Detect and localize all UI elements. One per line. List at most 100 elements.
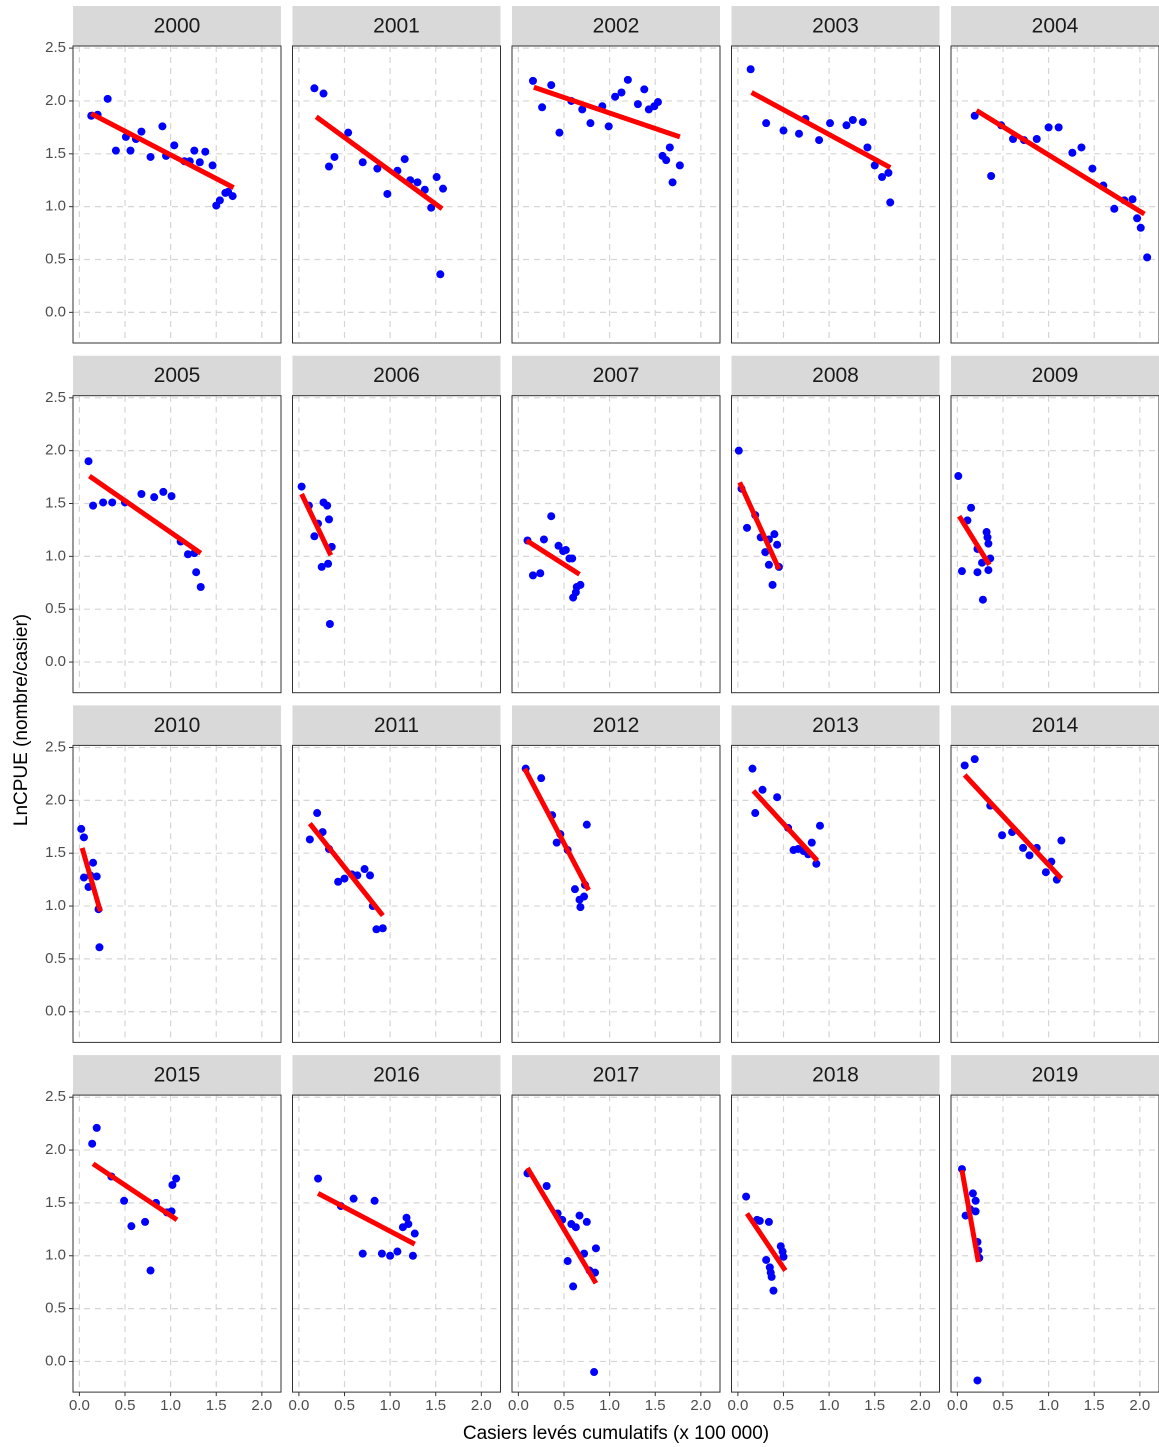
fit-line (525, 1166, 599, 1285)
data-point (536, 569, 545, 578)
panel-border (72, 45, 282, 344)
data-point (323, 501, 332, 510)
data-point (758, 785, 767, 794)
fit-line (299, 492, 334, 557)
panel-background (731, 395, 940, 693)
data-point (572, 583, 581, 592)
data-point (360, 865, 369, 874)
data-point (383, 189, 392, 198)
fit-line (959, 1169, 981, 1263)
data-point (334, 877, 343, 886)
data-point (580, 892, 589, 901)
strip (731, 355, 940, 396)
panel-border (72, 395, 282, 694)
data-point (842, 121, 851, 130)
data-point (973, 1376, 982, 1385)
data-point (633, 100, 642, 109)
data-point (746, 65, 755, 74)
data-point (586, 119, 595, 128)
panel-border (950, 45, 1159, 344)
data-point (960, 761, 969, 770)
data-point (410, 1229, 419, 1238)
strip (951, 1055, 1159, 1096)
strip-title: 2004 (1032, 15, 1079, 38)
data-point (99, 498, 108, 507)
y-tick-label: 2.0 (45, 1141, 66, 1158)
data-point (1077, 143, 1086, 152)
data-point (570, 885, 579, 894)
panel-border (72, 744, 282, 1043)
data-point (404, 1220, 413, 1229)
fit-line (525, 538, 581, 577)
panel-border (511, 395, 721, 694)
data-point (325, 619, 334, 628)
fit-line (957, 514, 992, 567)
panel-border (731, 744, 940, 1043)
data-point (378, 924, 387, 933)
y-tick-label: 1.0 (45, 198, 66, 215)
data-point (1143, 253, 1152, 262)
x-tick-label: 2.0 (910, 1397, 931, 1414)
data-point (1128, 195, 1137, 204)
data-point (413, 178, 422, 187)
data-point (569, 1282, 578, 1291)
panel-border (731, 395, 940, 694)
data-point (968, 1189, 977, 1198)
strip (951, 705, 1159, 746)
panel-border (292, 1094, 501, 1393)
y-tick-label: 0.5 (45, 600, 66, 617)
data-point (768, 580, 777, 589)
panel-border (511, 45, 721, 344)
data-point (858, 118, 867, 127)
data-point (971, 1196, 980, 1205)
data-point (815, 136, 824, 145)
data-point (773, 540, 782, 549)
x-tick-label: 1.0 (1038, 1397, 1059, 1414)
strip (512, 1055, 720, 1096)
strip (292, 355, 501, 396)
data-point (377, 1249, 386, 1258)
x-tick-label: 1.0 (380, 1397, 401, 1414)
data-point (373, 164, 382, 173)
y-tick-label: 2.0 (45, 92, 66, 109)
y-tick-label: 0.0 (45, 653, 66, 670)
data-point (773, 793, 782, 802)
data-point (386, 1251, 395, 1260)
fit-line (522, 767, 591, 892)
data-point (807, 838, 816, 847)
data-point (195, 158, 204, 167)
data-point (77, 824, 86, 833)
data-point (582, 1217, 591, 1226)
panel-background (73, 46, 281, 343)
y-tick-label: 0.5 (45, 950, 66, 967)
data-point (349, 1194, 358, 1203)
x-tick-label: 0.5 (115, 1397, 136, 1414)
data-point (662, 156, 671, 165)
y-tick-label: 0.0 (45, 303, 66, 320)
data-point (863, 143, 872, 152)
x-tick-label: 0.0 (69, 1397, 90, 1414)
fit-line (316, 1191, 416, 1247)
strip (951, 6, 1159, 46)
data-point (183, 550, 192, 559)
data-point (168, 1180, 177, 1189)
data-point (538, 103, 547, 112)
data-point (358, 158, 367, 167)
data-point (228, 192, 237, 201)
data-point (313, 809, 322, 818)
data-point (393, 1247, 402, 1256)
data-point (215, 196, 224, 205)
data-point (319, 89, 328, 98)
data-point (400, 155, 409, 164)
data-point (436, 270, 445, 279)
strip-title: 2009 (1032, 364, 1079, 387)
data-point (324, 559, 333, 568)
y-tick-label: 2.5 (45, 389, 66, 406)
fit-line (87, 473, 203, 556)
x-tick-label: 0.0 (947, 1397, 968, 1414)
data-point (762, 119, 771, 128)
data-point (126, 146, 135, 155)
data-point (568, 554, 577, 563)
data-point (987, 172, 996, 181)
data-point (1110, 204, 1119, 213)
